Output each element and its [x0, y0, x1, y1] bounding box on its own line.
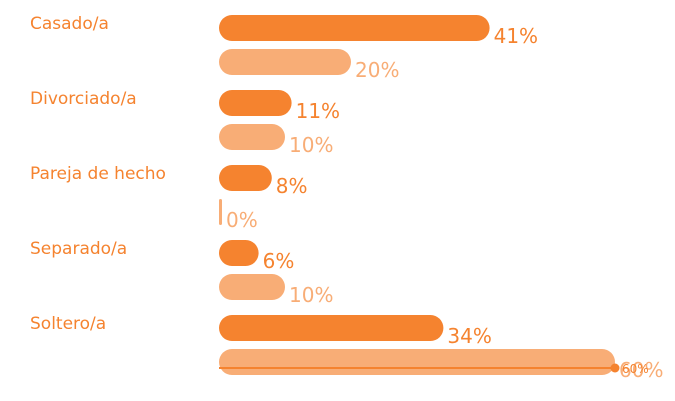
bar — [219, 240, 259, 266]
value-label: 10% — [289, 133, 333, 157]
value-label: 0% — [226, 208, 258, 232]
category-label: Casado/a — [30, 14, 109, 34]
value-label: 20% — [355, 58, 399, 82]
value-label: 10% — [289, 283, 333, 307]
bar — [219, 349, 615, 375]
value-label: 34% — [447, 324, 491, 348]
value-label: 6% — [263, 249, 295, 273]
bar — [219, 15, 490, 41]
x-tick-label: 60% — [622, 362, 649, 376]
value-label: 11% — [296, 99, 340, 123]
bar — [219, 274, 285, 300]
category-label: Pareja de hecho — [30, 164, 166, 184]
value-label: 8% — [276, 174, 308, 198]
category-label: Separado/a — [30, 239, 127, 259]
bar — [219, 90, 292, 116]
bar — [219, 199, 222, 225]
category-label: Divorciado/a — [30, 89, 137, 109]
bar — [219, 315, 444, 341]
tick-mark — [610, 363, 620, 373]
bar — [219, 165, 272, 191]
bar — [219, 49, 351, 75]
category-label: Soltero/a — [30, 314, 106, 334]
value-label: 60% — [619, 358, 663, 382]
bar — [219, 124, 285, 150]
value-label: 41% — [494, 24, 538, 48]
